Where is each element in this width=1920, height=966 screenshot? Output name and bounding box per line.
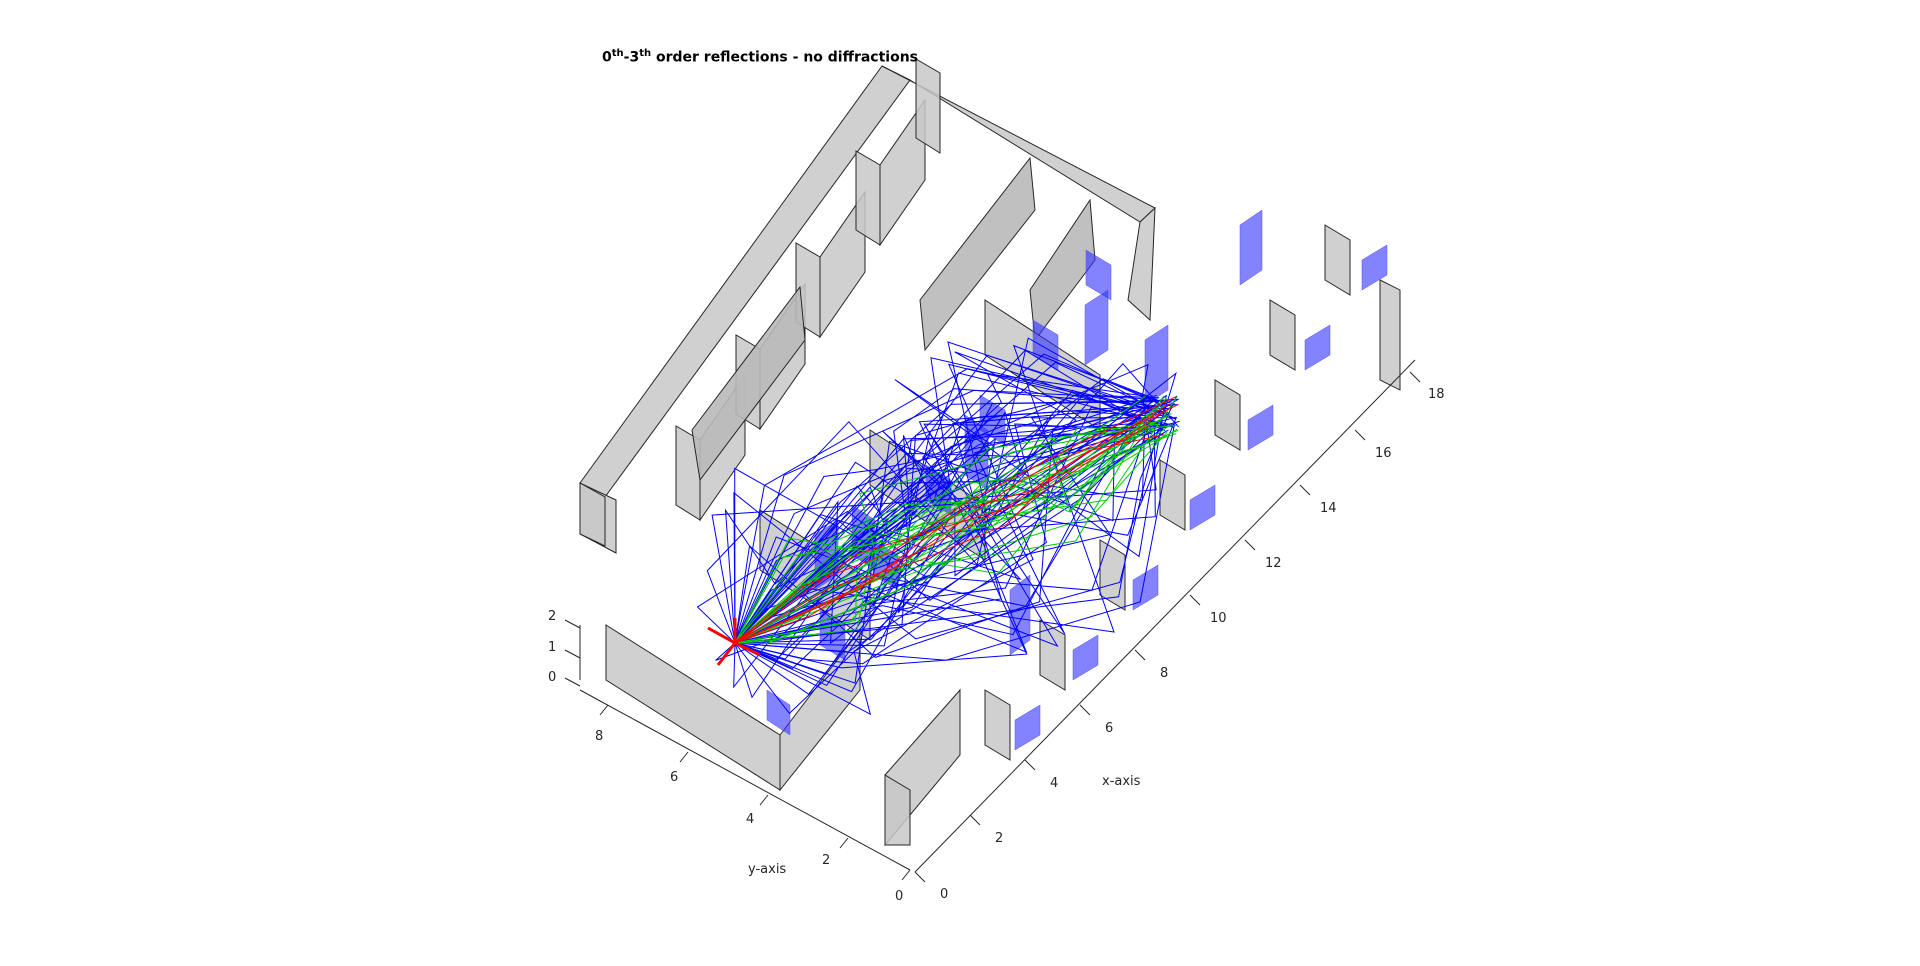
y-axis-label: y-axis (748, 862, 786, 877)
ray-path (734, 424, 1146, 644)
outer-wall-right (1127, 206, 1156, 322)
axis-z: 2 1 0 (548, 609, 581, 687)
axis-x: 0 2 4 6 8 10 12 14 16 18 x-axis (914, 359, 1445, 902)
x-tick-12: 12 (1265, 556, 1282, 571)
ray-path (734, 424, 1179, 644)
ray-path (734, 389, 1154, 644)
ray-path (734, 409, 1177, 644)
ray-path (734, 397, 1167, 644)
ray-path (734, 412, 1154, 644)
x-tick-14: 14 (1320, 501, 1337, 516)
ray-paths (696, 337, 1180, 716)
ray-path (734, 423, 1146, 644)
front-wall-right-side (884, 774, 911, 846)
ray-path (734, 408, 1169, 644)
title-order-end-sup: th (639, 48, 652, 59)
axis-y: 8 6 4 2 0 y-axis (579, 689, 911, 904)
ray-path (734, 420, 1160, 644)
plot-title: 0th-3th order reflections - no diffracti… (601, 48, 919, 66)
y-tick-6: 6 (670, 770, 678, 785)
ray-path (734, 428, 1178, 644)
ray-path (734, 394, 1160, 644)
ray-path (734, 401, 1172, 658)
x-axis-label: x-axis (1102, 774, 1141, 789)
ray-path (734, 424, 1151, 644)
ray-path (734, 409, 1158, 647)
ray-path (734, 401, 1157, 644)
ray-path (734, 395, 1177, 644)
ray-path (734, 434, 1164, 644)
x-tick-16: 16 (1375, 446, 1392, 461)
source-marker (707, 618, 761, 666)
ray-path (734, 344, 1172, 644)
ray-path (734, 395, 1146, 644)
ray-path (734, 394, 1168, 644)
x-tick-0: 0 (940, 887, 948, 902)
ray-path (734, 411, 1180, 687)
ray-path (734, 408, 1145, 644)
ray-path (734, 421, 1158, 644)
ray-path (734, 412, 1145, 644)
room-wall-b (919, 156, 1036, 352)
x-tick-18: 18 (1428, 387, 1445, 402)
right-office-row (984, 224, 1401, 761)
title-suffix: order reflections - no diffractions (651, 49, 919, 66)
room-wall-a (691, 285, 806, 482)
ray-path (734, 410, 1150, 644)
outer-wall-end-left (579, 482, 606, 547)
ray-path (734, 403, 1179, 644)
x-tick-10: 10 (1210, 611, 1227, 626)
ray-path (734, 403, 1170, 644)
ray-path (734, 395, 1153, 644)
ray-path (734, 353, 1161, 644)
y-tick-8: 8 (595, 729, 603, 744)
title-order-start: 0 (601, 49, 612, 66)
ray-path (734, 361, 1176, 644)
x-tick-6: 6 (1105, 721, 1113, 736)
y-tick-4: 4 (746, 812, 754, 827)
z-tick-1: 1 (548, 640, 556, 655)
ray-path (734, 403, 1146, 699)
ray-path (734, 372, 1174, 644)
ray-path (734, 426, 1157, 644)
z-tick-0: 0 (548, 670, 556, 685)
y-tick-0: 0 (895, 889, 903, 904)
ray-path (734, 424, 1156, 669)
ray-path (734, 396, 1176, 644)
ray-path (734, 388, 1156, 644)
ray-path (734, 363, 1149, 644)
ray-path (734, 416, 1177, 644)
title-order-end: 3 (629, 49, 640, 66)
ray-path (734, 429, 1179, 644)
ray-path (734, 368, 1165, 644)
ray-path (734, 401, 1146, 644)
ray-path (734, 419, 1162, 653)
x-tick-8: 8 (1160, 666, 1168, 681)
window-panels (766, 209, 1388, 751)
ray-path (734, 396, 1178, 644)
ray-path (734, 363, 1154, 716)
building-model (579, 58, 1401, 847)
x-tick-4: 4 (1050, 776, 1058, 791)
front-wall-center (779, 628, 861, 792)
z-tick-2: 2 (548, 609, 556, 624)
ray-path (734, 426, 1145, 645)
x-tick-2: 2 (995, 831, 1003, 846)
ray-path (706, 337, 1161, 644)
ray-path (734, 423, 1153, 647)
ray-path (734, 431, 1168, 644)
title-order-start-sup: th (611, 48, 624, 59)
y-tick-2: 2 (822, 853, 830, 868)
